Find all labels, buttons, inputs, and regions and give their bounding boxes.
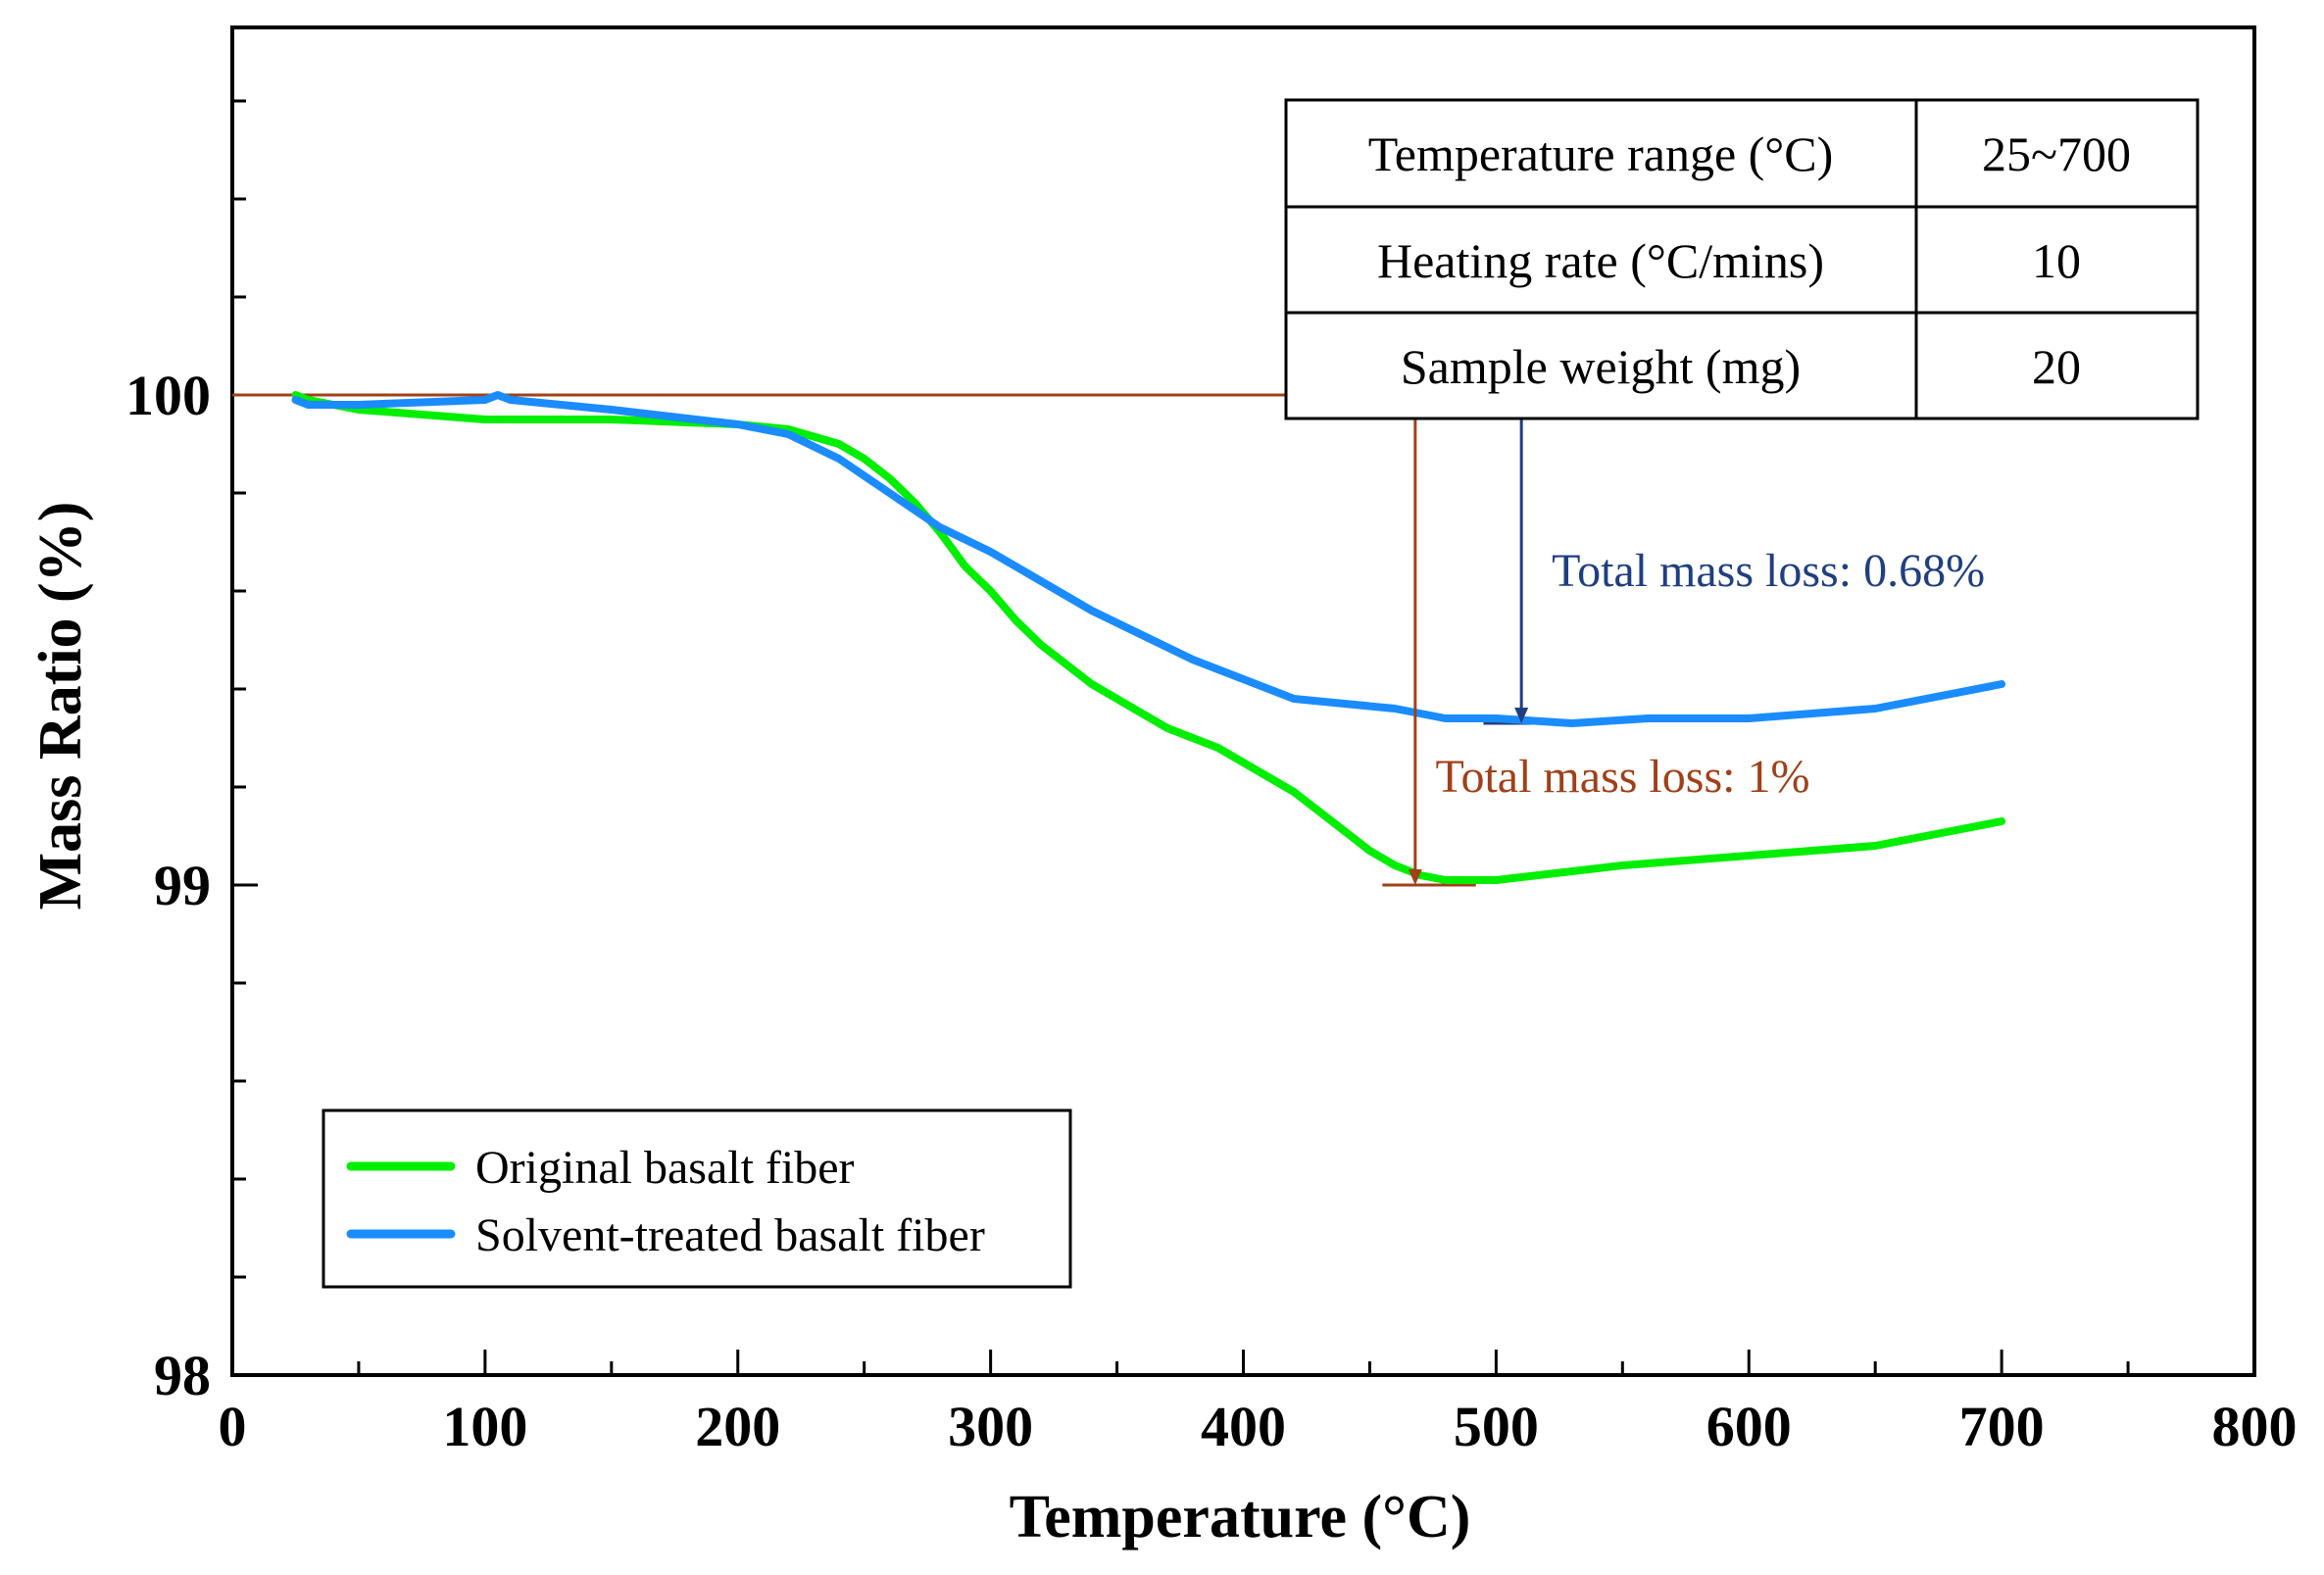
y-axis-title: Mass Ratio (%) — [27, 502, 94, 911]
series-line-solvent-treated — [291, 391, 2006, 727]
x-tick-label: 800 — [2212, 1395, 2298, 1458]
x-tick-label: 700 — [1959, 1395, 2045, 1458]
y-tick-label: 99 — [154, 854, 211, 917]
x-tick-labels: 0 100 200 300 400 500 600 700 800 — [219, 1395, 2298, 1458]
arrow-head-down — [1408, 869, 1422, 885]
x-tick-label: 100 — [442, 1395, 527, 1458]
x-tick-label: 400 — [1201, 1395, 1286, 1458]
legend-label-solvent: Solvent-treated basalt fiber — [475, 1209, 985, 1261]
y-tick-labels: 98 99 100 — [125, 364, 211, 1407]
x-tick-label: 200 — [695, 1395, 780, 1458]
info-table-label-3: Sample weight (mg) — [1401, 339, 1801, 394]
x-tick-label: 0 — [219, 1395, 247, 1458]
info-table-value-1: 25~700 — [1982, 126, 2131, 181]
x-tick-label: 600 — [1706, 1395, 1792, 1458]
y-tick-label: 100 — [125, 364, 211, 427]
info-table-label-1: Temperature range (°C) — [1368, 126, 1834, 181]
info-table: Temperature range (°C) 25~700 Heating ra… — [1284, 98, 2200, 420]
annotation-label-1: Total mass loss: 0.68% — [1552, 545, 1985, 597]
series-layer — [291, 391, 2006, 884]
x-axis-title: Temperature (°C) — [1010, 1484, 1471, 1550]
minor-ticks — [232, 99, 2130, 1375]
info-table-label-2: Heating rate (°C/mins) — [1377, 233, 1824, 288]
arrow-head-down — [1514, 708, 1529, 723]
reference-lines — [232, 393, 1553, 887]
major-ticks — [230, 393, 2256, 1377]
y-tick-label: 98 — [154, 1344, 211, 1407]
annotation-layer: Total mass loss: 0.68% Total mass loss: 1… — [1408, 395, 1985, 885]
info-table-value-2: 10 — [2032, 233, 2081, 288]
legend-label-original: Original basalt fiber — [475, 1142, 855, 1194]
info-table-value-3: 20 — [2032, 339, 2081, 394]
legend: Original basalt fiber Solvent-treated ba… — [321, 1108, 1072, 1289]
series-line-original — [291, 391, 2006, 884]
x-tick-label: 500 — [1454, 1395, 1539, 1458]
x-tick-label: 300 — [948, 1395, 1033, 1458]
annotation-label-2: Total mass loss: 1% — [1435, 751, 1809, 803]
